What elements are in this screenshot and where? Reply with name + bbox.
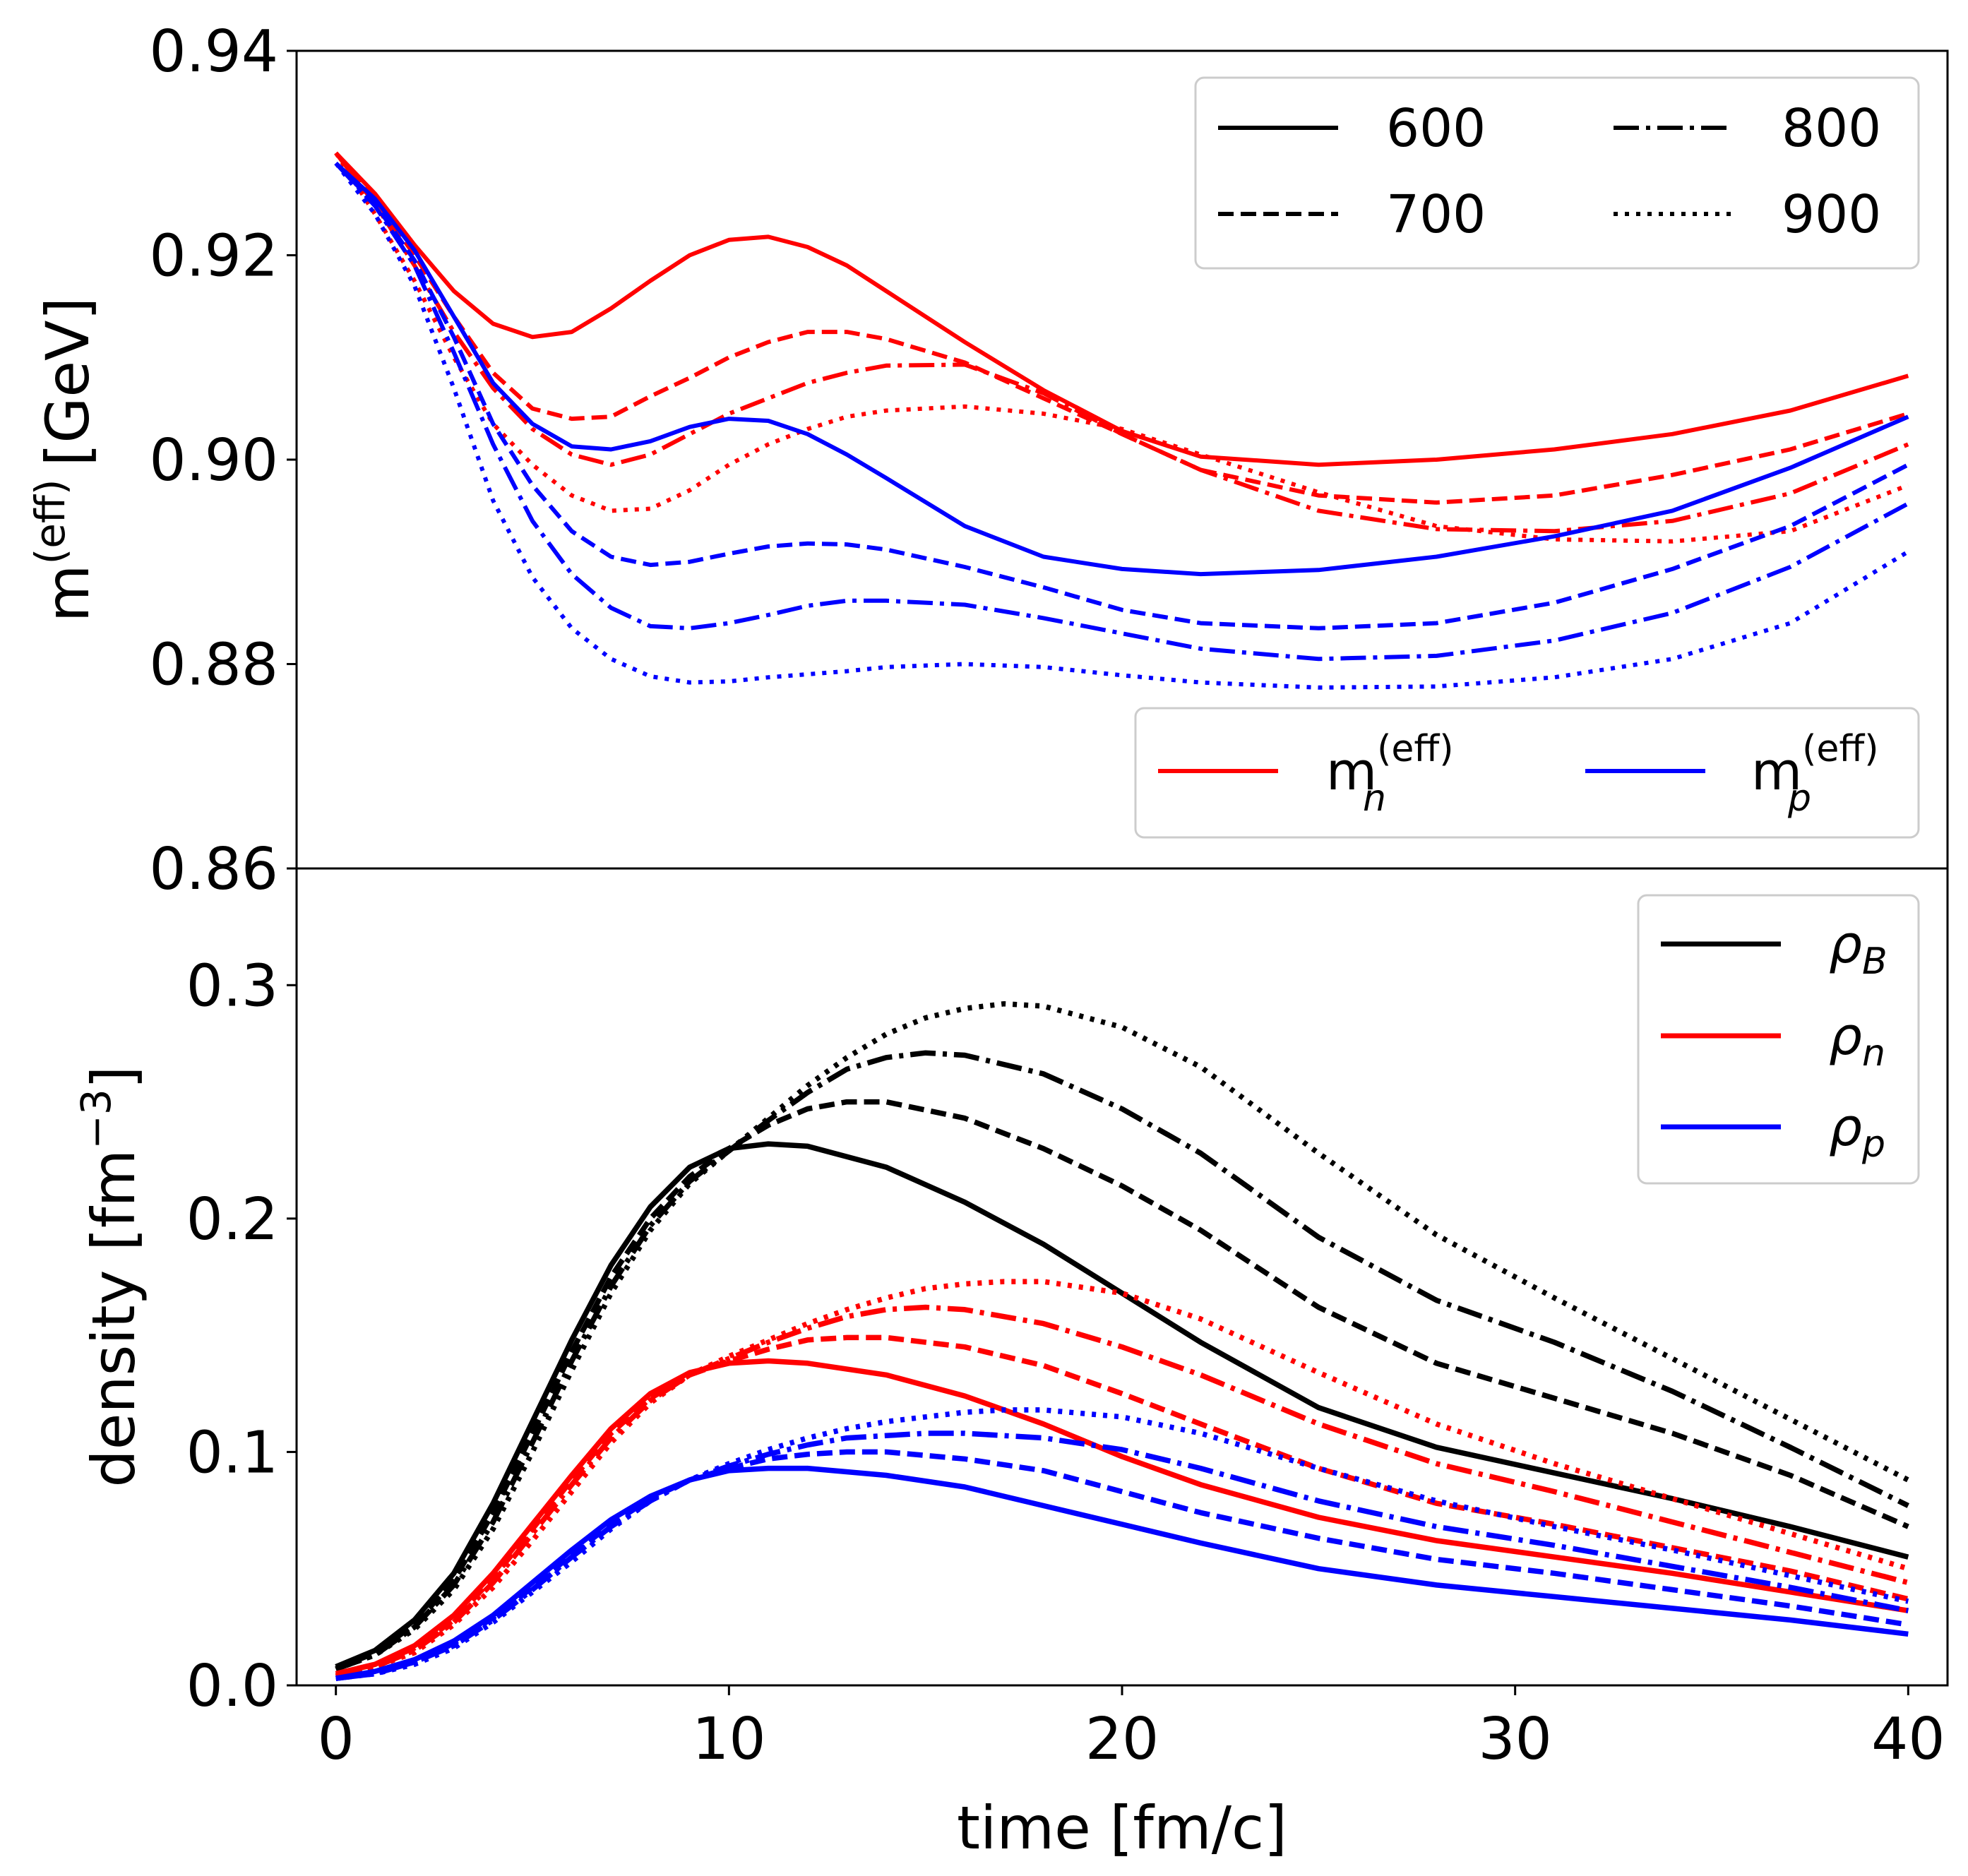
effective-mass-legend: m(eff) n m(eff) p bbox=[1134, 707, 1920, 839]
series-bottom-5 bbox=[335, 1334, 1909, 1677]
xtick-label-0: 0 bbox=[318, 1706, 354, 1773]
xtick-label-1: 10 bbox=[692, 1706, 765, 1773]
xtick-label-4: 40 bbox=[1871, 1706, 1945, 1773]
xtick-label-3: 30 bbox=[1478, 1706, 1551, 1773]
series-top-3 bbox=[334, 152, 1909, 544]
top-y-axis-label: m(eff) [GeV] bbox=[26, 297, 102, 623]
x-axis-label: time [fm/c] bbox=[957, 1793, 1287, 1863]
ytick-label-top-1: 0.88 bbox=[149, 632, 278, 699]
bottom-axes-ticks: 0.0 0.1 0.2 0.3 0 10 20 30 40 bbox=[186, 952, 1945, 1773]
legend-label-rhop: ρp bbox=[1829, 1097, 1885, 1166]
legend-label-rhon: ρn bbox=[1829, 1006, 1885, 1075]
top-y-label-main: m bbox=[33, 564, 102, 622]
series-bottom-7 bbox=[335, 1279, 1909, 1679]
bottom-y-axis-label: density [fm−3] bbox=[72, 1065, 148, 1487]
ytick-label-bottom-3: 0.3 bbox=[186, 952, 278, 1020]
series-top-1 bbox=[334, 151, 1909, 505]
series-top-6 bbox=[334, 162, 1909, 662]
ytick-label-top-3: 0.92 bbox=[149, 223, 278, 290]
top-y-label-sup: (eff) bbox=[26, 479, 74, 565]
series-bottom-2 bbox=[335, 1050, 1909, 1672]
bottom-y-label-unit: ] bbox=[79, 1065, 148, 1089]
bottom-y-label-main: density [fm bbox=[79, 1149, 148, 1488]
series-bottom-10 bbox=[335, 1430, 1909, 1681]
bottom-panel-series bbox=[335, 1000, 1910, 1681]
legend-label-mn: m(eff) n bbox=[1326, 728, 1454, 820]
series-top-7 bbox=[334, 162, 1909, 690]
ytick-label-top-2: 0.90 bbox=[149, 427, 278, 494]
series-bottom-6 bbox=[335, 1304, 1909, 1679]
series-bottom-3 bbox=[335, 1000, 1910, 1672]
ytick-label-top-4: 0.94 bbox=[149, 18, 278, 85]
series-top-0 bbox=[334, 151, 1909, 467]
legend-label-700: 700 bbox=[1386, 184, 1486, 245]
series-bottom-9 bbox=[335, 1449, 1909, 1681]
top-y-label-unit: [GeV] bbox=[33, 297, 102, 467]
bottom-y-label-sup: −3 bbox=[72, 1089, 120, 1149]
series-bottom-0 bbox=[335, 1141, 1909, 1670]
legend-label-mp: m(eff) p bbox=[1751, 728, 1879, 820]
series-bottom-11 bbox=[335, 1407, 1909, 1681]
xtick-label-2: 20 bbox=[1085, 1706, 1159, 1773]
series-top-5 bbox=[334, 162, 1909, 631]
style-legend: 600 700 800 900 bbox=[1194, 76, 1920, 270]
series-bottom-1 bbox=[335, 1099, 1909, 1672]
top-y-axis: 0.86 0.88 0.90 0.92 0.94 bbox=[149, 18, 297, 903]
legend-label-rhoB: ρB bbox=[1829, 914, 1888, 983]
series-bottom-4 bbox=[335, 1358, 1909, 1677]
top-panel-series bbox=[334, 151, 1909, 690]
density-legend: ρB ρn ρp bbox=[1637, 894, 1920, 1185]
legend-label-800: 800 bbox=[1782, 98, 1881, 159]
ytick-label-bottom-0: 0.0 bbox=[186, 1653, 278, 1720]
legend-label-900: 900 bbox=[1782, 184, 1881, 245]
ytick-label-top-0: 0.86 bbox=[149, 836, 278, 903]
series-top-4 bbox=[334, 161, 1909, 577]
series-top-2 bbox=[334, 151, 1909, 534]
ytick-label-bottom-1: 0.1 bbox=[186, 1419, 278, 1486]
legend-label-600: 600 bbox=[1386, 98, 1486, 159]
ytick-label-bottom-2: 0.2 bbox=[186, 1186, 278, 1253]
